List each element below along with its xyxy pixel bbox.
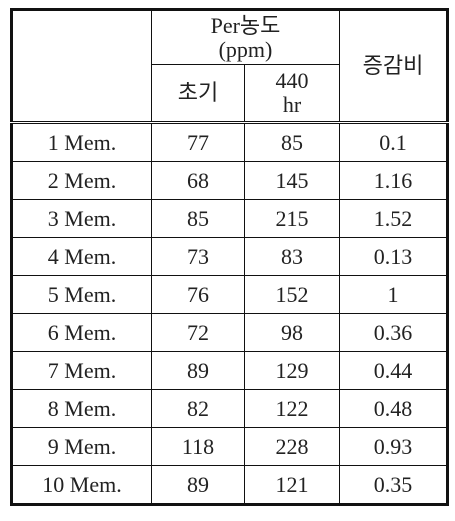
cell: 85 <box>151 199 245 238</box>
table-row: 6 Mem. 72 98 0.36 <box>11 313 448 352</box>
cell: 72 <box>151 313 245 352</box>
header-cell: 증감비 <box>339 9 448 124</box>
cell: 0.36 <box>339 313 448 352</box>
cell: 85 <box>244 122 340 162</box>
cell: 98 <box>244 313 340 352</box>
cell: 0.1 <box>339 122 448 162</box>
table-row: 5 Mem. 76 152 1 <box>11 275 448 314</box>
cell: 76 <box>151 275 245 314</box>
row-label: 2 Mem. <box>11 161 152 200</box>
cell: 145 <box>244 161 340 200</box>
cell: 0.93 <box>339 427 448 466</box>
data-table: Per농도 (ppm) 증감비 초기 440 hr 1 Mem. 77 85 0.1 2… <box>10 8 449 506</box>
row-label: 5 Mem. <box>11 275 152 314</box>
row-label: 8 Mem. <box>11 389 152 428</box>
header-text: 440 <box>275 68 309 93</box>
header-cell: 440 hr <box>244 64 340 124</box>
cell: 0.13 <box>339 237 448 276</box>
header-text: (ppm) <box>218 36 273 62</box>
cell: 1.16 <box>339 161 448 200</box>
row-label: 10 Mem. <box>11 465 152 505</box>
cell: 89 <box>151 465 245 505</box>
cell: 0.48 <box>339 389 448 428</box>
table-row: 8 Mem. 82 122 0.48 <box>11 389 448 428</box>
cell: 129 <box>244 351 340 390</box>
cell: 82 <box>151 389 245 428</box>
header-text: Per농도 <box>210 12 281 38</box>
table-row: 7 Mem. 89 129 0.44 <box>11 351 448 390</box>
header-text: 증감비 <box>362 53 424 78</box>
table-row: 10 Mem. 89 121 0.35 <box>11 465 448 505</box>
cell: 1 <box>339 275 448 314</box>
row-label: 1 Mem. <box>11 122 152 162</box>
cell: 122 <box>244 389 340 428</box>
cell: 73 <box>151 237 245 276</box>
cell: 68 <box>151 161 245 200</box>
cell: 1.52 <box>339 199 448 238</box>
row-label: 7 Mem. <box>11 351 152 390</box>
cell: 83 <box>244 237 340 276</box>
table-row: 1 Mem. 77 85 0.1 <box>11 122 448 162</box>
row-label: 9 Mem. <box>11 427 152 466</box>
table-row: 9 Mem. 118 228 0.93 <box>11 427 448 466</box>
corner-cell <box>11 9 152 124</box>
table-row: 3 Mem. 85 215 1.52 <box>11 199 448 238</box>
cell: 215 <box>244 199 340 238</box>
cell: 89 <box>151 351 245 390</box>
header-text: 초기 <box>177 80 219 105</box>
row-label: 4 Mem. <box>11 237 152 276</box>
row-label: 6 Mem. <box>11 313 152 352</box>
cell: 0.35 <box>339 465 448 505</box>
row-label: 3 Mem. <box>11 199 152 238</box>
group-header: Per농도 (ppm) <box>151 9 340 65</box>
cell: 121 <box>244 465 340 505</box>
cell: 118 <box>151 427 245 466</box>
table-row: 2 Mem. 68 145 1.16 <box>11 161 448 200</box>
cell: 152 <box>244 275 340 314</box>
header-cell: 초기 <box>151 64 245 124</box>
table-row: 4 Mem. 73 83 0.13 <box>11 237 448 276</box>
cell: 0.44 <box>339 351 448 390</box>
cell: 77 <box>151 122 245 162</box>
header-text: hr <box>282 92 302 117</box>
cell: 228 <box>244 427 340 466</box>
